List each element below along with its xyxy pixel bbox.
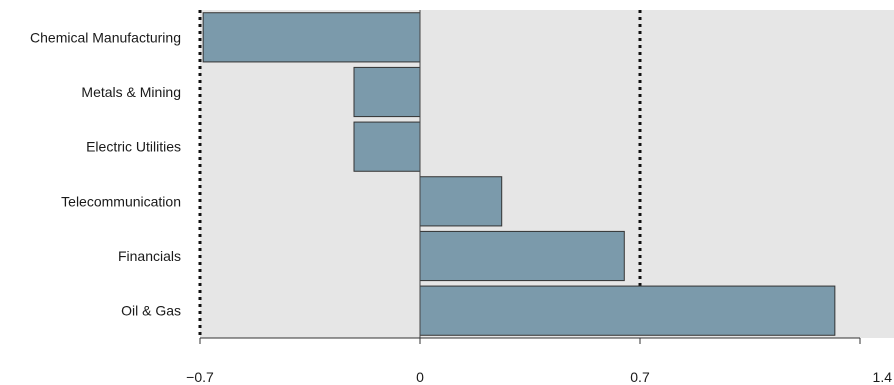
- category-label: Telecommunication: [61, 193, 181, 209]
- x-tick-label: 0.7: [630, 369, 650, 385]
- bar: [202, 12, 421, 63]
- bar: [353, 121, 421, 172]
- reference-lines: [198, 10, 642, 338]
- x-tick-label: −0.7: [186, 369, 214, 385]
- x-tick-label: 0: [416, 369, 424, 385]
- category-label: Electric Utilities: [86, 139, 181, 155]
- x-axis: −0.7 0 0.7 1.4: [186, 337, 893, 385]
- x-tick-label: 1.4: [873, 369, 893, 385]
- plot-background: [200, 10, 894, 338]
- category-labels: Chemical Manufacturing Metals & Mining Ele…: [30, 29, 181, 318]
- bar: [419, 176, 503, 227]
- bar: [353, 66, 421, 118]
- bar: [419, 285, 836, 336]
- bars: [202, 12, 836, 336]
- category-label: Metals & Mining: [81, 84, 181, 100]
- category-label: Financials: [118, 248, 181, 264]
- bar: [419, 230, 625, 282]
- category-label: Chemical Manufacturing: [30, 29, 181, 45]
- category-label: Oil & Gas: [121, 303, 181, 319]
